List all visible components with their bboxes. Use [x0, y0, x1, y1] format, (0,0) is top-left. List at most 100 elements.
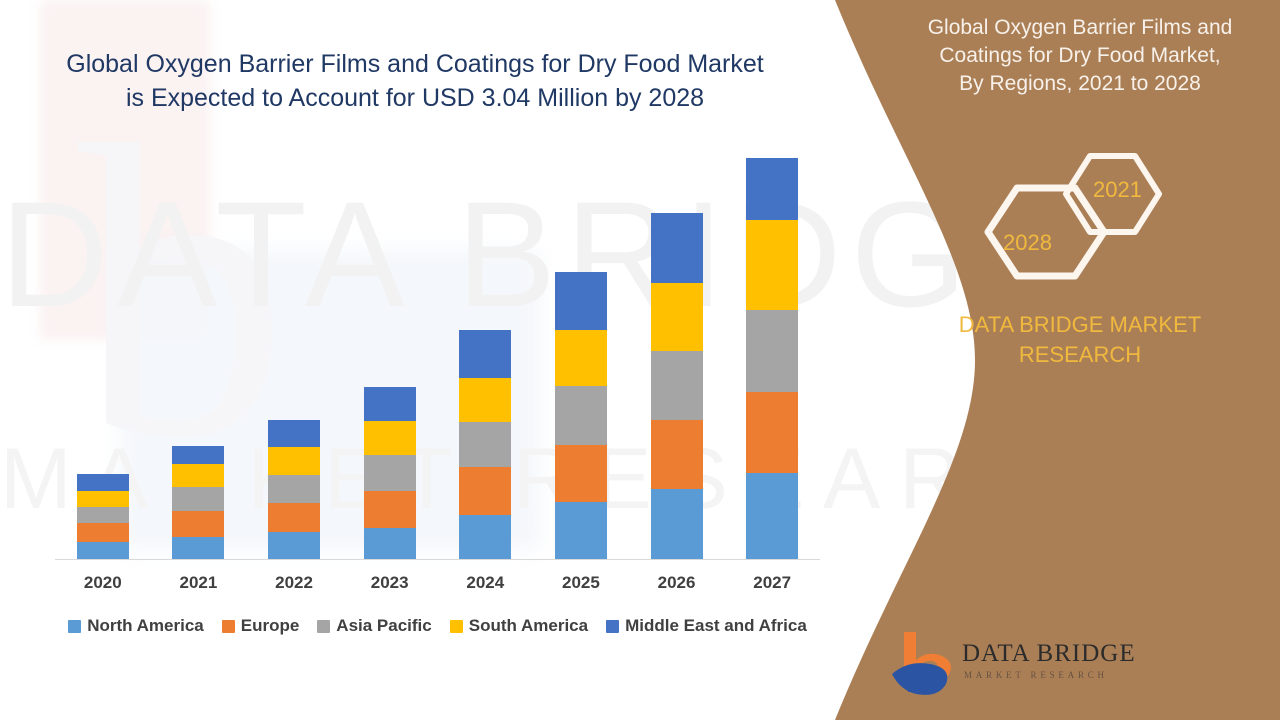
- stacked-bar[interactable]: [554, 271, 607, 560]
- legend-swatch-icon: [606, 619, 620, 633]
- bar-segment[interactable]: [459, 330, 512, 378]
- bar-segment[interactable]: [363, 420, 416, 456]
- company-name: DATA BRIDGE MARKET RESEARCH: [880, 310, 1280, 371]
- bar-segment[interactable]: [746, 391, 799, 473]
- panel-title-line-3: By Regions, 2021 to 2028: [959, 71, 1201, 95]
- bar-segment[interactable]: [650, 212, 703, 283]
- hexagon-label-2028: 2028: [1003, 230, 1052, 255]
- legend-label: Europe: [240, 616, 300, 635]
- bar-segment[interactable]: [172, 511, 225, 538]
- legend-item[interactable]: Asia Pacific: [317, 616, 432, 636]
- bar-segment[interactable]: [172, 537, 225, 560]
- bar-segment[interactable]: [554, 501, 607, 560]
- legend-swatch-icon: [317, 619, 331, 633]
- bar-segment[interactable]: [76, 473, 129, 491]
- x-axis-labels: 2020 2021 2022 2023 2024 2025 2026 2027: [55, 570, 820, 596]
- legend-item[interactable]: Middle East and Africa: [606, 616, 807, 636]
- bar-slot-2021: [151, 150, 246, 560]
- bar-segment[interactable]: [268, 474, 321, 503]
- bar-segment[interactable]: [746, 220, 799, 310]
- chart-title-line-1: Global Oxygen Barrier Films and Coatings…: [66, 50, 764, 78]
- bar-segment[interactable]: [76, 491, 129, 508]
- bar-slot-2026: [629, 150, 724, 560]
- bar-segment[interactable]: [172, 486, 225, 512]
- bar-segment[interactable]: [746, 157, 799, 221]
- bar-slot-2022: [247, 150, 342, 560]
- hexagon-2028-outline: [984, 184, 1108, 280]
- bar-segment[interactable]: [650, 488, 703, 560]
- logo-mark-icon: [892, 632, 951, 695]
- bar-segment[interactable]: [363, 527, 416, 560]
- x-axis-tick-2027: 2027: [753, 573, 792, 592]
- stacked-bar[interactable]: [746, 157, 799, 560]
- bar-slot-2020: [55, 150, 150, 560]
- legend-label: Asia Pacific: [336, 616, 432, 635]
- legend-swatch-icon: [68, 619, 82, 633]
- bar-segment[interactable]: [459, 377, 512, 422]
- hexagon-label-2021: 2021: [1093, 177, 1142, 202]
- legend-label: Middle East and Africa: [625, 616, 807, 635]
- bar-segment[interactable]: [268, 446, 321, 475]
- bar-segment[interactable]: [746, 472, 799, 560]
- legend-label: South America: [468, 616, 589, 635]
- x-axis-tick-2026: 2026: [657, 573, 696, 592]
- bar-segment[interactable]: [268, 502, 321, 532]
- data-bridge-logo: DATA BRIDGE MARKET RESEARCH: [890, 630, 1135, 706]
- right-panel-content: Global Oxygen Barrier Films and Coatings…: [880, 0, 1280, 720]
- bar-segment[interactable]: [459, 421, 512, 468]
- bar-segment[interactable]: [76, 523, 129, 542]
- bar-segment[interactable]: [459, 514, 512, 560]
- stacked-bar[interactable]: [363, 387, 416, 560]
- bar-segment[interactable]: [554, 330, 607, 387]
- bar-segment[interactable]: [268, 531, 321, 560]
- legend-item[interactable]: Europe: [221, 616, 300, 636]
- bar-slot-2024: [438, 150, 533, 560]
- bar-slot-2027: [725, 150, 820, 560]
- panel-title: Global Oxygen Barrier Films and Coatings…: [888, 14, 1272, 98]
- bar-segment[interactable]: [363, 490, 416, 528]
- x-axis-line: [55, 559, 820, 560]
- bar-segment[interactable]: [172, 445, 225, 464]
- legend-label: North America: [87, 616, 204, 635]
- x-axis-tick-2023: 2023: [370, 573, 409, 592]
- legend-swatch-icon: [221, 619, 235, 633]
- chart-title: Global Oxygen Barrier Films and Coatings…: [0, 48, 830, 115]
- logo-wordmark: DATA BRIDGE: [962, 640, 1136, 667]
- panel-title-line-2: Coatings for Dry Food Market,: [939, 43, 1221, 67]
- legend-item[interactable]: North America: [68, 616, 204, 636]
- hexagon-2021-outline: [1063, 153, 1162, 235]
- stacked-bar-group: [55, 150, 820, 560]
- x-axis-tick-2024: 2024: [466, 573, 505, 592]
- bar-segment[interactable]: [363, 387, 416, 421]
- bar-segment[interactable]: [554, 386, 607, 445]
- bar-segment[interactable]: [268, 419, 321, 447]
- stacked-bar[interactable]: [172, 445, 225, 560]
- bar-segment[interactable]: [459, 467, 512, 515]
- stacked-bar[interactable]: [459, 330, 512, 560]
- company-name-line-2: RESEARCH: [1018, 342, 1142, 368]
- chart-legend: North America Europe Asia Pacific South Ame…: [55, 616, 820, 636]
- legend-swatch-icon: [449, 619, 463, 633]
- x-axis-tick-2025: 2025: [562, 573, 600, 592]
- stacked-bar[interactable]: [268, 419, 321, 560]
- panel-title-line-1: Global Oxygen Barrier Films and: [927, 16, 1233, 39]
- bar-segment[interactable]: [650, 282, 703, 351]
- bar-segment[interactable]: [76, 507, 129, 524]
- chart-title-line-2: is Expected to Account for USD 3.04 Mill…: [125, 83, 705, 112]
- chart-plot-area: [55, 150, 820, 560]
- bar-segment[interactable]: [363, 455, 416, 491]
- bar-segment[interactable]: [172, 463, 225, 487]
- legend-item[interactable]: South America: [449, 616, 589, 636]
- logo-tagline: MARKET RESEARCH: [964, 670, 1108, 680]
- bar-segment[interactable]: [554, 444, 607, 502]
- bar-segment[interactable]: [650, 350, 703, 420]
- stacked-bar[interactable]: [650, 212, 703, 560]
- bar-segment[interactable]: [746, 309, 799, 392]
- company-name-line-1: DATA BRIDGE MARKET: [958, 312, 1202, 337]
- bar-segment[interactable]: [554, 271, 607, 331]
- stacked-bar[interactable]: [76, 473, 129, 560]
- bar-segment[interactable]: [650, 419, 703, 489]
- bar-segment[interactable]: [76, 541, 129, 560]
- x-axis-tick-2020: 2020: [83, 573, 122, 592]
